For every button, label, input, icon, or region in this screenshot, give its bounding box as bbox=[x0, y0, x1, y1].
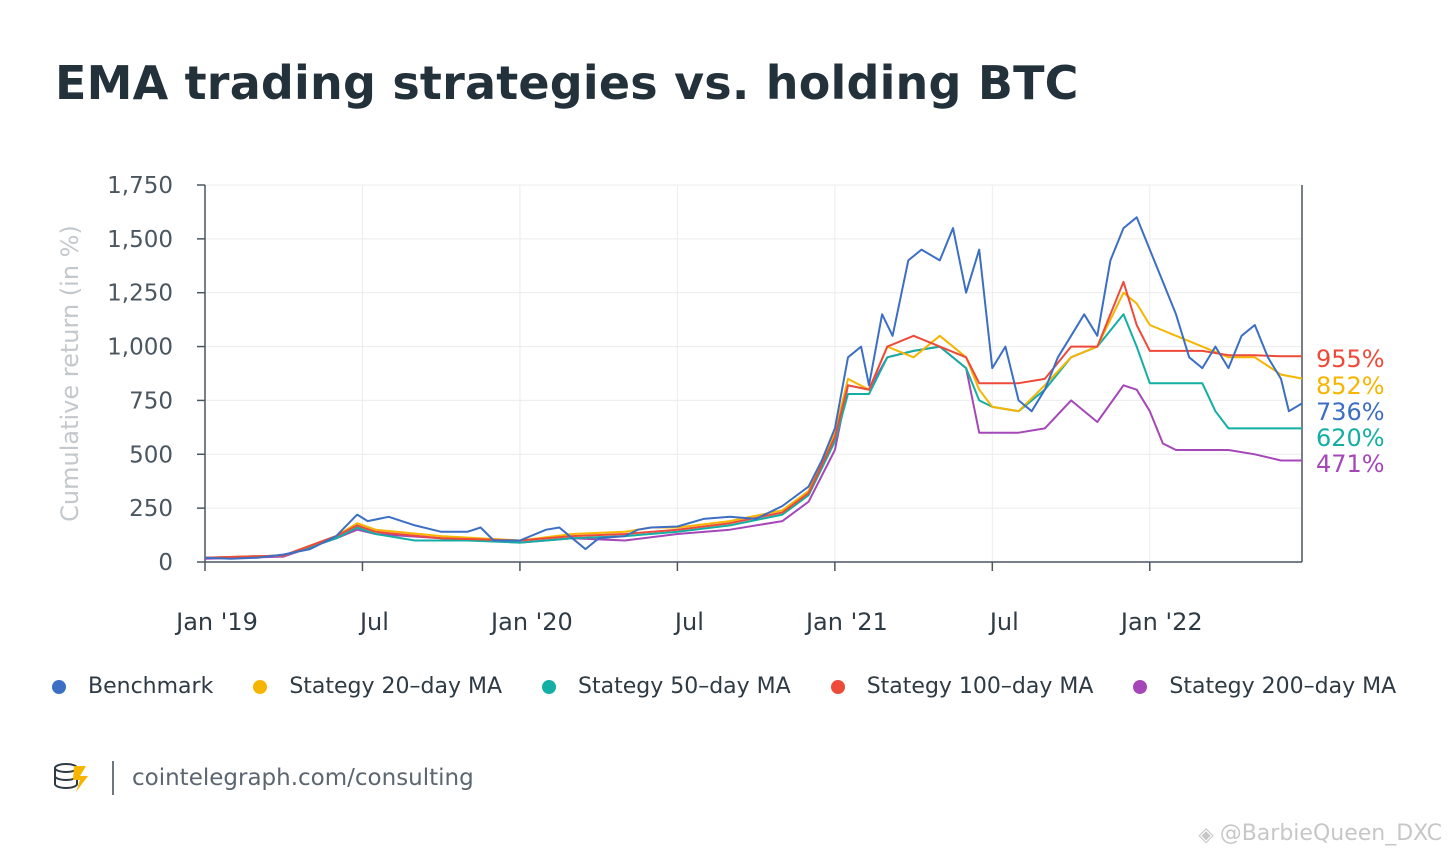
x-tick-label: Jan '22 bbox=[1119, 608, 1203, 636]
end-label-stategy-100-day-ma: 955% bbox=[1316, 345, 1385, 373]
legend-dot-icon bbox=[52, 679, 66, 694]
legend-label: Stategy 20–day MA bbox=[289, 674, 503, 699]
end-label-stategy-20-day-ma: 852% bbox=[1316, 372, 1385, 400]
legend-dot-icon bbox=[542, 679, 557, 694]
legend-dot-icon bbox=[830, 679, 845, 694]
cointelegraph-logo-icon bbox=[54, 763, 88, 792]
y-tick-label: 250 bbox=[129, 496, 173, 522]
y-tick-label: 1,500 bbox=[107, 227, 173, 253]
legend-label: Stategy 100–day MA bbox=[866, 674, 1094, 699]
x-tick-label: Jul bbox=[988, 608, 1019, 636]
series-line-stategy-50-day-ma bbox=[204, 313, 1302, 559]
legend-item: Stategy 20–day MA bbox=[253, 674, 502, 699]
y-tick-label: 750 bbox=[129, 388, 173, 414]
chart-title: EMA trading strategies vs. holding BTC bbox=[55, 56, 1079, 110]
end-label-stategy-200-day-ma: 471% bbox=[1316, 450, 1385, 478]
x-tick-label: Jan '21 bbox=[804, 608, 888, 636]
legend-label: Stategy 50–day MA bbox=[578, 674, 791, 699]
series-line-benchmark bbox=[204, 216, 1303, 560]
watermark: ◈ @BarbieQueen_DXC bbox=[1198, 821, 1442, 846]
source-footer: cointelegraph.com/consulting bbox=[52, 760, 474, 796]
y-tick-label: 1,250 bbox=[107, 281, 173, 307]
y-tick-label: 1,000 bbox=[107, 335, 173, 361]
legend-dot-icon bbox=[1133, 679, 1148, 694]
end-label-benchmark: 736% bbox=[1316, 398, 1385, 426]
footer-divider bbox=[112, 761, 114, 795]
x-tick-label: Jan '20 bbox=[489, 608, 573, 636]
legend-label: Benchmark bbox=[88, 674, 214, 699]
x-tick-label: Jul bbox=[673, 608, 704, 636]
binance-diamond-icon: ◈ bbox=[1198, 821, 1214, 846]
legend-item: Benchmark bbox=[52, 674, 213, 699]
source-link[interactable]: cointelegraph.com/consulting bbox=[132, 765, 474, 791]
watermark-text: @BarbieQueen_DXC bbox=[1219, 821, 1442, 846]
y-tick-label: 0 bbox=[158, 550, 173, 576]
legend-item: Stategy 50–day MA bbox=[542, 674, 791, 699]
y-axis-label: Cumulative return (in %) bbox=[56, 225, 84, 522]
line-chart: 0 250 500 750 1,000 1,250 1,500 1,750 Jan '19 Jul… bbox=[56, 173, 1385, 636]
legend-label: Stategy 200–day MA bbox=[1169, 674, 1397, 699]
y-tick-label: 500 bbox=[129, 442, 173, 468]
y-tick-label: 1,750 bbox=[107, 173, 173, 199]
x-tick-label: Jul bbox=[358, 608, 389, 636]
legend-item: Stategy 200–day MA bbox=[1133, 674, 1396, 699]
legend-dot-icon bbox=[253, 679, 268, 694]
x-tick-label: Jan '19 bbox=[174, 608, 258, 636]
legend-item: Stategy 100–day MA bbox=[830, 674, 1094, 699]
chart-legend: Benchmark Stategy 20–day MA Stategy 50–day… bbox=[52, 674, 1436, 699]
end-label-stategy-50-day-ma: 620% bbox=[1316, 424, 1385, 452]
